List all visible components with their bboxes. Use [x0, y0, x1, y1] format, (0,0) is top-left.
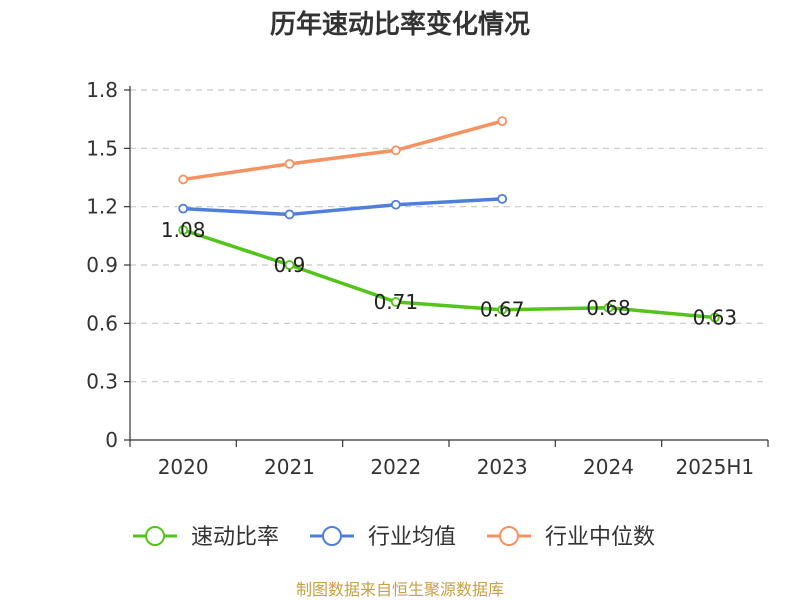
legend: 速动比率 行业均值 行业中位数	[133, 525, 655, 550]
legend-label: 行业均值	[368, 525, 456, 550]
data-point	[178, 174, 189, 185]
legend-label: 速动比率	[191, 525, 279, 550]
x-tick-label: 2023	[477, 455, 528, 479]
data-point	[709, 312, 720, 323]
data-label: 0.71	[374, 290, 419, 314]
y-tick-label: 1.2	[86, 195, 118, 219]
x-tick-label: 2021	[264, 455, 315, 479]
series-line-1	[181, 197, 504, 217]
data-point	[178, 203, 189, 214]
y-tick-label: 1.8	[86, 78, 118, 102]
data-point	[497, 193, 508, 204]
series-layer	[178, 116, 720, 323]
data-point	[178, 225, 189, 235]
axis-layer: 0 0.3 0.6 0.9 1.2 1.5 1.8 2020 2021 2022 2023 2024 2…	[86, 78, 769, 479]
data-point	[603, 302, 614, 313]
legend-marker-icon	[499, 526, 519, 546]
data-point	[284, 260, 295, 270]
data-point	[390, 297, 401, 307]
data-label: 1.08	[161, 218, 206, 242]
chart-title: 历年速动比率变化情况	[270, 9, 530, 40]
data-label: 0.67	[480, 298, 525, 322]
data-point	[390, 145, 401, 156]
y-tick-label: 0	[105, 428, 118, 452]
x-tick-label: 2024	[583, 455, 634, 479]
legend-item-1: 行业均值	[310, 525, 456, 550]
x-tick-label: 2020	[158, 455, 209, 479]
legend-item-0: 速动比率	[133, 525, 279, 550]
y-tick-label: 0.9	[86, 253, 118, 277]
data-label: 0.68	[586, 296, 631, 320]
y-tick-label: 1.5	[86, 136, 118, 160]
data-label-layer: 1.08 0.9 0.71 0.67 0.68 0.63	[161, 218, 737, 330]
legend-label: 行业中位数	[545, 525, 655, 550]
source-note: 制图数据来自恒生聚源数据库	[296, 580, 504, 599]
series-line-2	[181, 119, 504, 182]
grid-layer	[130, 89, 768, 383]
data-point	[497, 116, 508, 127]
legend-marker-icon	[322, 526, 342, 546]
series-line-0	[181, 228, 717, 320]
legend-item-2: 行业中位数	[487, 525, 655, 550]
data-point	[284, 158, 295, 169]
data-point	[390, 199, 401, 210]
x-tick-label: 2025H1	[675, 455, 754, 479]
x-tick-label: 2022	[370, 455, 421, 479]
data-point	[284, 209, 295, 220]
legend-marker-icon	[145, 526, 165, 546]
data-label: 0.9	[274, 253, 306, 277]
y-tick-label: 0.3	[86, 370, 118, 394]
y-tick-label: 0.6	[86, 311, 118, 335]
data-label: 0.63	[693, 306, 738, 330]
data-point	[497, 304, 508, 315]
